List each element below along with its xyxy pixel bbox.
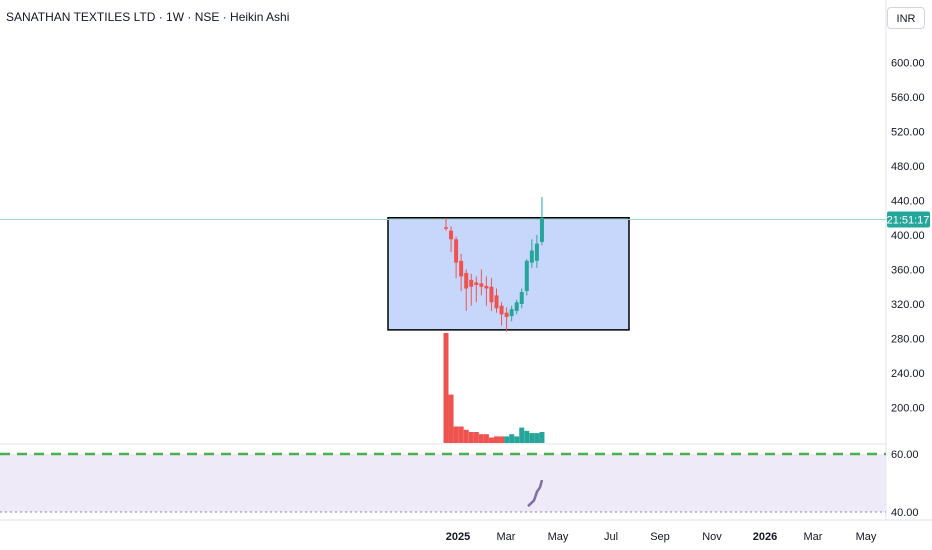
candle-body bbox=[484, 285, 489, 289]
volume-bar bbox=[524, 430, 530, 443]
time-tick-label: May bbox=[856, 531, 877, 543]
rsi-band bbox=[0, 454, 886, 512]
candle-body bbox=[449, 230, 454, 240]
candle-body bbox=[509, 309, 514, 317]
currency-selector[interactable]: INR bbox=[887, 7, 925, 29]
time-tick-label: Nov bbox=[702, 531, 722, 543]
price-tick-label: 600.00 bbox=[891, 58, 925, 70]
volume-bar bbox=[473, 432, 479, 443]
volume-bar bbox=[478, 434, 484, 443]
last-price-time: 21:51:17 bbox=[887, 214, 930, 226]
time-tick-label: Jul bbox=[604, 531, 618, 543]
candle-body bbox=[514, 302, 519, 311]
time-tick-label: 2025 bbox=[446, 531, 470, 543]
price-tick-label: 200.00 bbox=[891, 403, 925, 415]
volume-bar bbox=[463, 429, 469, 443]
price-axis[interactable]: 600.00 560.00 520.00 480.00 440.00 400.00 360.… bbox=[891, 58, 925, 415]
candle-body bbox=[534, 243, 539, 261]
price-tick-label: 560.00 bbox=[891, 92, 925, 104]
candle-body bbox=[464, 272, 469, 289]
volume-bar bbox=[499, 436, 505, 443]
last-price-label: 21:51:17 bbox=[887, 211, 930, 228]
volume-bar bbox=[514, 436, 520, 443]
candle-body bbox=[489, 286, 494, 303]
candle-body bbox=[494, 295, 499, 309]
candles bbox=[444, 197, 544, 332]
volume-bar bbox=[504, 436, 510, 443]
volume-bar bbox=[453, 426, 459, 443]
time-tick-label: Sep bbox=[650, 531, 670, 543]
rsi-axis: 60.00 40.00 bbox=[891, 449, 919, 519]
price-tick-label: 440.00 bbox=[891, 196, 925, 208]
time-tick-label: 2026 bbox=[753, 531, 777, 543]
volume-bar bbox=[494, 436, 499, 443]
volume-bar bbox=[509, 434, 515, 443]
volume-bar bbox=[488, 437, 494, 443]
last-price-label-bg bbox=[887, 211, 930, 228]
price-tick-label: 320.00 bbox=[891, 299, 925, 311]
price-tick-label: 240.00 bbox=[891, 368, 925, 380]
candle-body bbox=[444, 227, 448, 229]
price-tick-label: 520.00 bbox=[891, 127, 925, 139]
volume-bar bbox=[529, 433, 535, 443]
candle-body bbox=[469, 279, 474, 287]
candle-body bbox=[474, 282, 479, 286]
volume-bar bbox=[519, 427, 525, 443]
candle-body bbox=[504, 312, 509, 317]
time-tick-label: May bbox=[548, 531, 569, 543]
time-axis[interactable]: 2025 Mar May Jul Sep Nov 2026 Mar May bbox=[446, 531, 877, 543]
highlight-rectangle[interactable] bbox=[387, 217, 630, 331]
price-tick-label: 360.00 bbox=[891, 265, 925, 277]
volume-bars bbox=[443, 333, 545, 443]
chart-title: SANATHAN TEXTILES LTD · 1W · NSE · Heiki… bbox=[6, 10, 290, 24]
price-tick-label: 280.00 bbox=[891, 334, 925, 346]
volume-bar bbox=[539, 432, 545, 443]
volume-bar bbox=[468, 432, 474, 443]
rsi-line bbox=[527, 479, 544, 508]
time-tick-label: Mar bbox=[497, 531, 516, 543]
volume-bar bbox=[458, 426, 464, 443]
candle-body bbox=[539, 217, 544, 242]
candle-body bbox=[479, 283, 484, 287]
candle-body bbox=[529, 250, 534, 263]
volume-bar bbox=[443, 333, 449, 443]
volume-bar bbox=[448, 394, 454, 443]
volume-bar bbox=[483, 434, 489, 443]
volume-bar bbox=[534, 433, 540, 443]
price-tick-label: 400.00 bbox=[891, 230, 925, 242]
candle-body bbox=[459, 260, 464, 277]
time-tick-label: Mar bbox=[804, 531, 823, 543]
candle-body bbox=[454, 239, 459, 263]
candle-body bbox=[519, 291, 524, 304]
candle-body bbox=[524, 260, 529, 292]
candle-body bbox=[499, 305, 504, 315]
rsi-tick-label: 60.00 bbox=[891, 449, 919, 461]
price-tick-label: 480.00 bbox=[891, 161, 925, 173]
rsi-tick-label: 40.00 bbox=[891, 507, 919, 519]
